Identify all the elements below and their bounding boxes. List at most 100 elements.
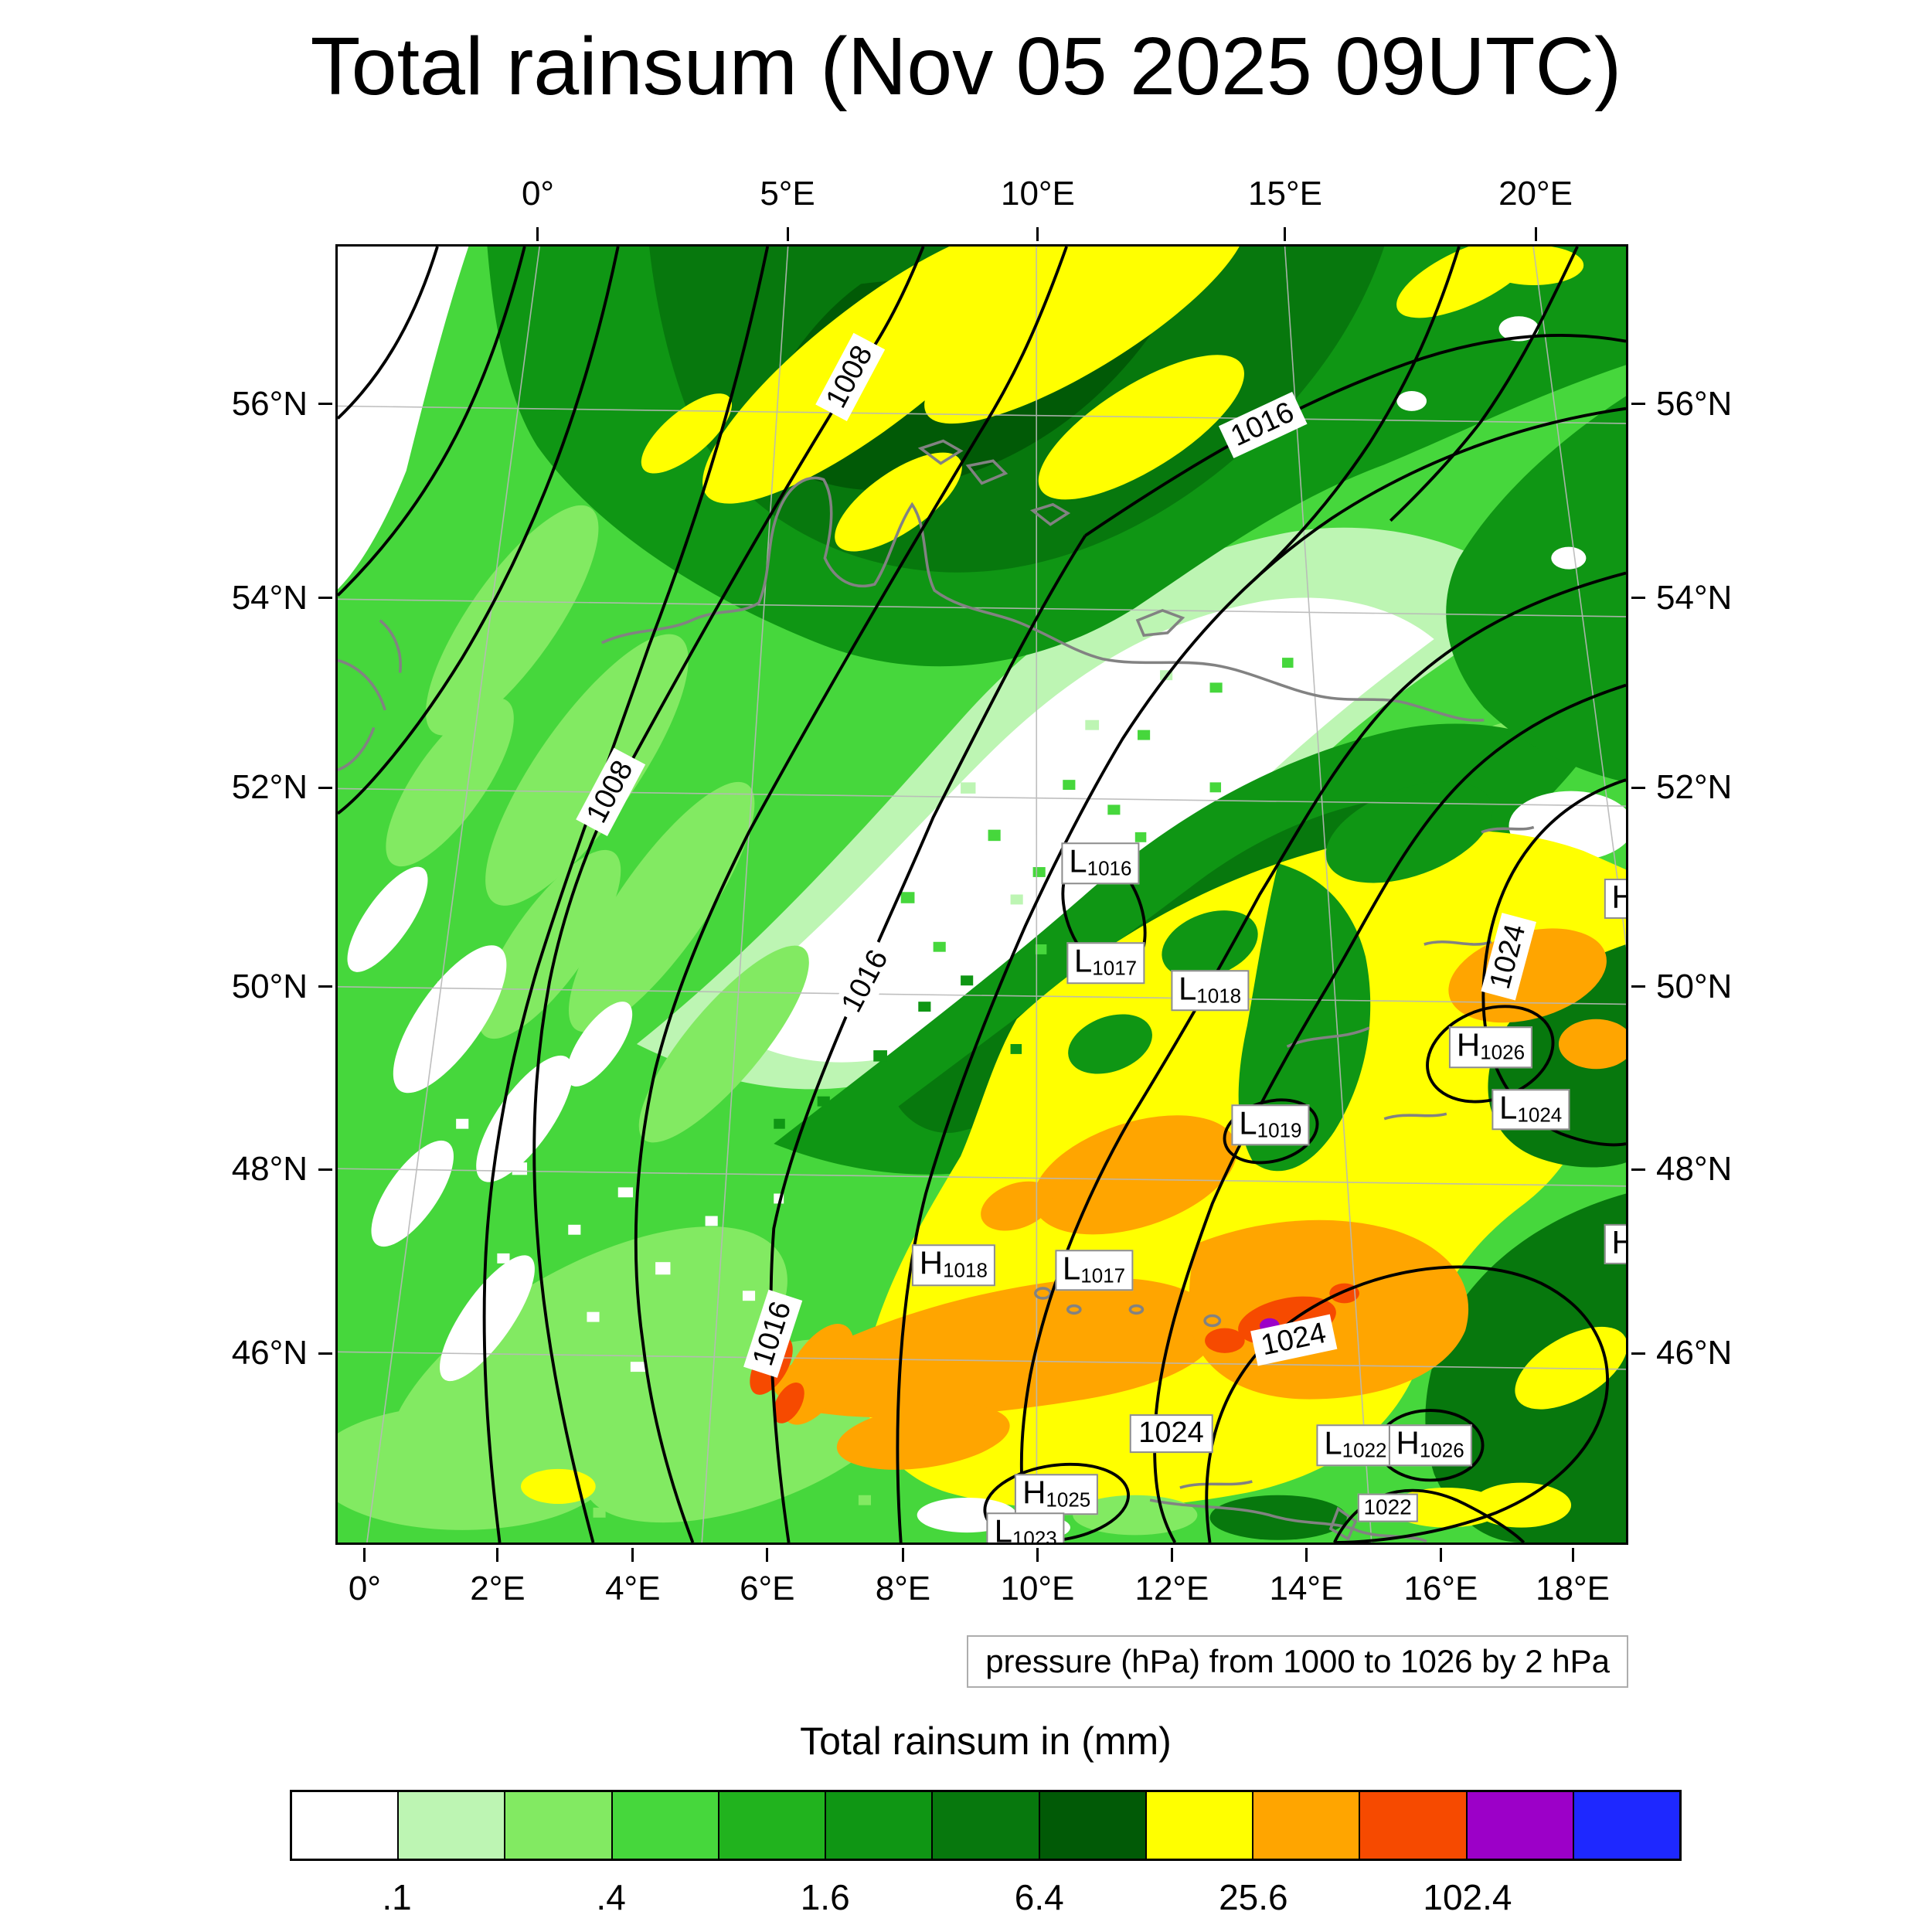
- pressure-center-label: H: [1604, 878, 1626, 919]
- colorbar-labels: .1 .4 1.6 6.4 25.6 102.4: [290, 1876, 1682, 1923]
- left-axis-label: 50°N: [231, 967, 308, 1005]
- colorbar: [290, 1790, 1682, 1861]
- colorbar-tick-label: .4: [596, 1877, 626, 1917]
- bottom-axis-label: 0°: [348, 1570, 382, 1607]
- bottom-tick-mark: [631, 1548, 634, 1562]
- bottom-tick-mark: [1439, 1548, 1442, 1562]
- colorbar-cell: [1572, 1792, 1680, 1859]
- top-tick-mark: [786, 227, 789, 241]
- bottom-tick-mark: [766, 1548, 769, 1562]
- left-axis-label: 52°N: [231, 768, 308, 807]
- top-axis-label: 5°E: [760, 175, 815, 213]
- left-tick-mark: [318, 403, 332, 406]
- contour-label: 1024: [1481, 913, 1536, 1001]
- top-axis-label: 10°E: [1000, 175, 1075, 213]
- colorbar-tick-label: 6.4: [1014, 1877, 1064, 1917]
- colorbar-cell: [292, 1792, 398, 1859]
- pressure-center-label: L1024: [1492, 1089, 1570, 1131]
- pressure-center-value: 1026: [1480, 1040, 1526, 1064]
- right-axis-label: 52°N: [1656, 768, 1733, 807]
- pressure-center-letter: L: [1324, 1424, 1342, 1461]
- graticule: [338, 247, 1626, 1543]
- colorbar-cell: [825, 1792, 932, 1859]
- pressure-caption: pressure (hPa) from 1000 to 1026 by 2 hP…: [967, 1635, 1628, 1688]
- page-title: Total rainsum (Nov 05 2025 09UTC): [310, 21, 1622, 112]
- top-axis-label: 15°E: [1248, 175, 1322, 213]
- pressure-center-label: H1026: [1448, 1026, 1533, 1069]
- left-axis-label: 46°N: [231, 1334, 308, 1372]
- pressure-center-value: 1025: [1046, 1488, 1091, 1512]
- bottom-axis-label: 4°E: [605, 1570, 661, 1607]
- right-axis-label: 46°N: [1656, 1334, 1733, 1372]
- bottom-axis-label: 6°E: [740, 1570, 795, 1607]
- left-axis-label: 56°N: [231, 384, 308, 423]
- bottom-axis-label: 16°E: [1403, 1570, 1478, 1607]
- pressure-center-letter: H: [1396, 1424, 1420, 1461]
- contour-label: 1022: [1357, 1493, 1418, 1522]
- bottom-axis-label: 10°E: [1000, 1570, 1075, 1607]
- pressure-center-label: L1017: [1054, 1250, 1134, 1291]
- pressure-center-letter: L: [1062, 1250, 1081, 1287]
- colorbar-cell: [1252, 1792, 1359, 1859]
- top-tick-mark: [1534, 227, 1537, 241]
- right-axis-label: 50°N: [1656, 967, 1733, 1005]
- pressure-center-value: 1017: [1080, 1264, 1126, 1287]
- colorbar-cell: [931, 1792, 1039, 1859]
- bottom-tick-mark: [901, 1548, 904, 1562]
- contour-label: 1016: [743, 1290, 803, 1378]
- bottom-tick-mark: [496, 1548, 499, 1562]
- pressure-center-value: 1024: [1517, 1103, 1563, 1127]
- left-tick-mark: [318, 786, 332, 789]
- pressure-center-letter: L: [994, 1512, 1012, 1545]
- pressure-center-letter: H: [919, 1244, 944, 1281]
- bottom-axis-label: 14°E: [1269, 1570, 1344, 1607]
- colorbar-cell: [504, 1792, 611, 1859]
- right-tick-mark: [1631, 403, 1645, 406]
- pressure-center-letter: H: [1611, 1224, 1626, 1260]
- pressure-center-label: L1022: [1316, 1424, 1395, 1466]
- map-frame: 1008 1016 1008 1016 1024 1016 1024 1024 1022 L101…: [335, 244, 1628, 1545]
- left-tick-mark: [318, 597, 332, 600]
- top-axis-label: 20°E: [1498, 175, 1573, 213]
- colorbar-cell: [611, 1792, 718, 1859]
- pressure-center-value: 1017: [1092, 956, 1138, 980]
- right-tick-mark: [1631, 1168, 1645, 1171]
- contour-label: 1024: [1250, 1315, 1337, 1366]
- right-tick-mark: [1631, 786, 1645, 789]
- colorbar-cell: [1359, 1792, 1466, 1859]
- pressure-center-value: 1016: [1087, 856, 1132, 880]
- contour-label: 1016: [831, 937, 901, 1026]
- bottom-axis-label: 12°E: [1134, 1570, 1209, 1607]
- pressure-center-label: H1025: [1015, 1474, 1099, 1515]
- left-tick-mark: [318, 1352, 332, 1355]
- colorbar-cell: [1465, 1792, 1573, 1859]
- top-tick-mark: [1284, 227, 1287, 241]
- left-tick-mark: [318, 985, 332, 988]
- pressure-center-letter: H: [1022, 1474, 1046, 1511]
- pressure-center-letter: H: [1611, 878, 1626, 914]
- colorbar-tick-label: 1.6: [800, 1877, 850, 1917]
- left-axis-label: 54°N: [231, 578, 308, 617]
- pressure-center-letter: H: [1456, 1026, 1481, 1063]
- coastlines: [338, 439, 1535, 1543]
- rainfall-map: [338, 247, 1626, 1543]
- colorbar-tick-label: .1: [382, 1877, 412, 1917]
- pressure-center-value: 1026: [1419, 1438, 1464, 1462]
- map-label-overlay: 1008 1016 1008 1016 1024 1016 1024 1024 1022 L101…: [338, 247, 1626, 1543]
- pressure-center-value: 1018: [1196, 984, 1242, 1008]
- bottom-axis-label: 18°E: [1536, 1570, 1610, 1607]
- right-axis-label: 54°N: [1656, 578, 1733, 617]
- bottom-axis-label: 2°E: [470, 1570, 526, 1607]
- contour-label: 1008: [576, 748, 646, 836]
- colorbar-tick-label: 25.6: [1219, 1877, 1288, 1917]
- colorbar-cell: [397, 1792, 505, 1859]
- pressure-center-letter: L: [1499, 1089, 1518, 1126]
- bottom-tick-mark: [1304, 1548, 1308, 1562]
- pressure-center-label: L1016: [1061, 842, 1140, 884]
- pressure-center-label: H: [1604, 1224, 1626, 1265]
- colorbar-tick-label: 102.4: [1423, 1877, 1512, 1917]
- pressure-center-letter: L: [1178, 969, 1197, 1006]
- bottom-tick-mark: [1571, 1548, 1574, 1562]
- pressure-center-value: 1018: [943, 1258, 988, 1282]
